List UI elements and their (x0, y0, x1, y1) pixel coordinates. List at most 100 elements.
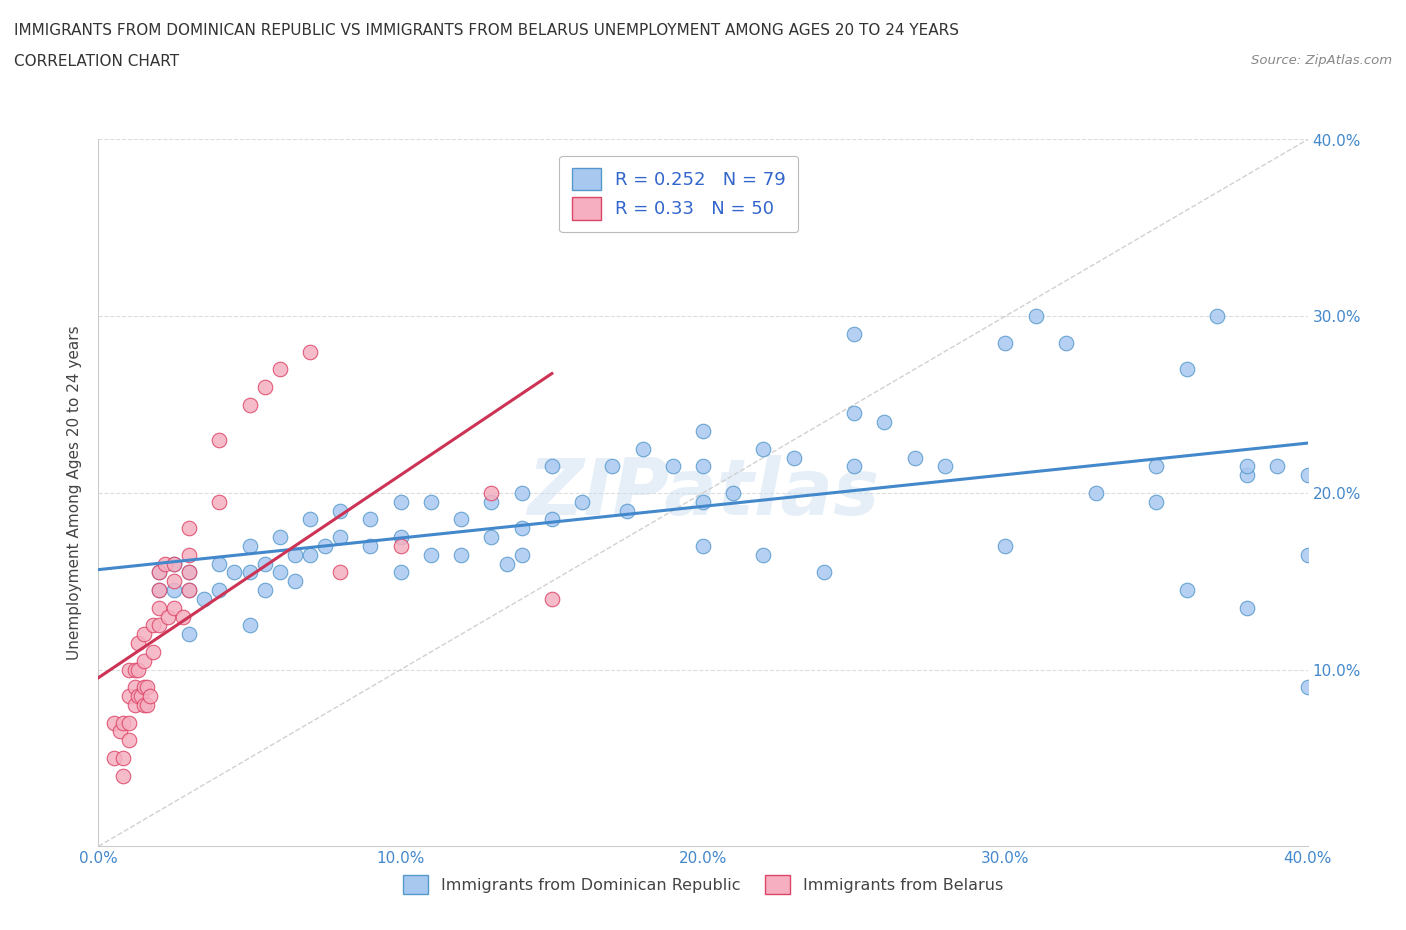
Point (510, 547, 533, 562)
Point (142, 618, 165, 633)
Point (163, 601, 186, 616)
Point (103, 715, 125, 730)
Point (510, 485, 533, 500)
Point (844, 406, 866, 421)
Point (118, 662, 141, 677)
Point (360, 538, 382, 553)
Point (284, 574, 307, 589)
Point (142, 644, 165, 659)
Point (124, 662, 146, 677)
Point (692, 538, 714, 553)
Point (208, 556, 231, 571)
Point (692, 424, 714, 439)
Point (844, 326, 866, 341)
Point (616, 503, 638, 518)
Point (148, 582, 170, 598)
Point (208, 495, 231, 510)
Point (495, 556, 517, 571)
Point (253, 582, 276, 598)
Point (1175, 582, 1198, 598)
Point (329, 530, 352, 545)
Point (132, 627, 155, 642)
Text: CORRELATION CHART: CORRELATION CHART (14, 54, 179, 69)
Point (163, 574, 186, 589)
Point (904, 450, 927, 465)
Point (314, 538, 336, 553)
Point (118, 733, 141, 748)
Point (148, 618, 170, 633)
Point (692, 459, 714, 474)
Point (208, 582, 231, 598)
Point (111, 751, 134, 765)
Point (1175, 362, 1198, 377)
Point (179, 627, 201, 642)
Point (662, 459, 685, 474)
Point (153, 556, 176, 571)
Point (179, 582, 201, 598)
Point (239, 397, 262, 412)
Point (148, 565, 170, 580)
Point (602, 459, 624, 474)
Point (135, 680, 157, 695)
Point (540, 512, 562, 527)
Point (139, 688, 162, 704)
Point (1144, 495, 1167, 510)
Point (450, 547, 472, 562)
Point (239, 618, 262, 633)
Point (1024, 309, 1046, 324)
Point (389, 495, 412, 510)
Point (1296, 680, 1319, 695)
Point (269, 362, 291, 377)
Point (844, 459, 866, 474)
Point (420, 495, 443, 510)
Point (1236, 468, 1258, 483)
Point (571, 495, 593, 510)
Point (148, 565, 170, 580)
Text: ZIPatlas: ZIPatlas (527, 455, 879, 531)
Point (179, 521, 201, 536)
Point (253, 379, 276, 394)
Point (163, 556, 186, 571)
Point (1085, 485, 1108, 500)
Point (135, 698, 157, 712)
Point (129, 688, 152, 704)
Point (692, 495, 714, 510)
Legend: Immigrants from Dominican Republic, Immigrants from Belarus: Immigrants from Dominican Republic, Immi… (395, 868, 1011, 902)
Point (994, 336, 1017, 351)
Point (269, 565, 291, 580)
Point (239, 538, 262, 553)
Point (179, 565, 201, 580)
Point (179, 547, 201, 562)
Point (1267, 459, 1289, 474)
Point (1054, 336, 1077, 351)
Point (179, 565, 201, 580)
Point (253, 556, 276, 571)
Point (813, 565, 835, 580)
Point (934, 459, 956, 474)
Point (108, 724, 131, 738)
Point (103, 751, 125, 765)
Point (132, 653, 155, 668)
Point (540, 459, 562, 474)
Point (389, 538, 412, 553)
Point (118, 715, 141, 730)
Point (148, 601, 170, 616)
Point (481, 485, 503, 500)
Point (124, 698, 146, 712)
Point (752, 547, 775, 562)
Point (994, 538, 1017, 553)
Point (299, 547, 322, 562)
Point (1296, 468, 1319, 483)
Point (510, 521, 533, 536)
Point (723, 485, 745, 500)
Point (481, 495, 503, 510)
Point (1236, 601, 1258, 616)
Point (873, 415, 896, 430)
Point (163, 556, 186, 571)
Point (163, 582, 186, 598)
Point (299, 344, 322, 359)
Point (193, 591, 215, 606)
Point (111, 715, 134, 730)
Point (329, 565, 352, 580)
Point (540, 591, 562, 606)
